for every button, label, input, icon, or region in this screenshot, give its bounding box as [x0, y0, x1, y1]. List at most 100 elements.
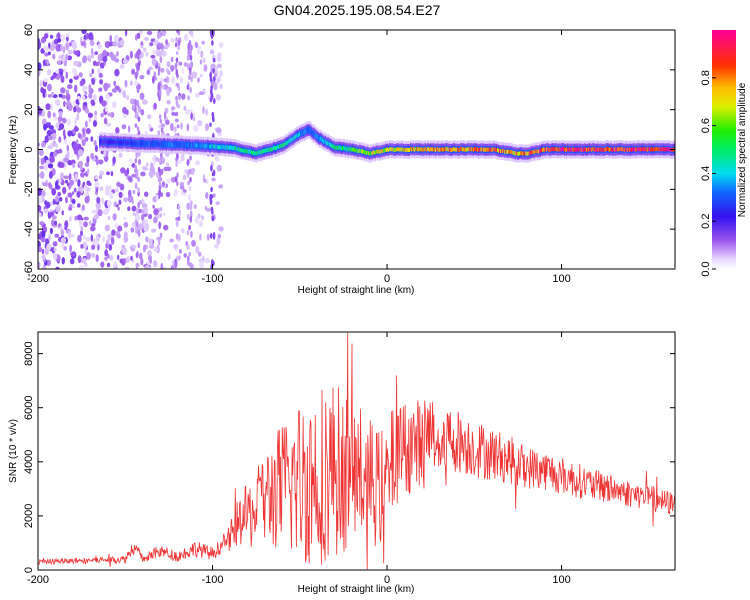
- heatmap-cell: [181, 142, 184, 147]
- heatmap-cell: [212, 117, 215, 123]
- heatmap-cell: [383, 148, 386, 153]
- heatmap-cell: [146, 141, 148, 146]
- heatmap-cell: [38, 261, 41, 269]
- heatmap-cell: [117, 254, 120, 261]
- heatmap-cell: [105, 243, 109, 249]
- heatmap-cell: [163, 224, 169, 231]
- heatmap-cell: [57, 59, 62, 65]
- heatmap-cell: [243, 148, 245, 153]
- heatmap-cell: [351, 147, 353, 152]
- heatmap-cell: [209, 49, 215, 55]
- heatmap-cell: [99, 79, 104, 85]
- heatmap-cell: [198, 143, 200, 148]
- heatmap-cell: [219, 83, 223, 90]
- heatmap-cell: [350, 147, 352, 152]
- heatmap-cell: [127, 176, 133, 182]
- heatmap-cell: [507, 149, 509, 154]
- heatmap-cell: [189, 86, 192, 94]
- heatmap-cell: [239, 148, 241, 153]
- heatmap-cell: [77, 255, 82, 264]
- heatmap-cell: [639, 147, 641, 152]
- heatmap-cell: [109, 191, 114, 200]
- heatmap-cell: [67, 50, 73, 55]
- heatmap-cell: [192, 112, 195, 120]
- heatmap-cell: [40, 161, 45, 165]
- heatmap-cell: [533, 150, 535, 155]
- heatmap-cell: [163, 111, 167, 119]
- heatmap-cell: [631, 147, 633, 152]
- heatmap-cell: [337, 145, 340, 150]
- heatmap-cell: [153, 141, 155, 146]
- heatmap-cell: [140, 171, 146, 177]
- heatmap-cell: [431, 147, 433, 152]
- heatmap-cell: [205, 123, 209, 131]
- heatmap-cell: [48, 182, 52, 189]
- heatmap-cell: [88, 92, 93, 99]
- heatmap-cell: [175, 142, 177, 147]
- heatmap-cell: [457, 147, 459, 152]
- heatmap-cell: [131, 68, 136, 75]
- heatmap-cell: [299, 131, 301, 136]
- heatmap-cell: [147, 249, 152, 257]
- heatmap-cell: [549, 148, 551, 152]
- chart-title: GN04.2025.195.08.54.E27: [274, 2, 441, 18]
- heatmap-cell: [139, 200, 142, 205]
- heatmap-cell: [503, 148, 505, 153]
- heatmap-cell: [182, 189, 187, 193]
- heatmap-cell: [303, 130, 305, 135]
- heatmap-cell: [173, 244, 177, 249]
- heatmap-cell: [117, 206, 120, 211]
- heatmap-cell: [636, 147, 638, 152]
- heatmap-cell: [174, 263, 177, 269]
- heatmap-cell: [606, 147, 609, 151]
- heatmap-cell: [140, 45, 144, 49]
- heatmap-cell: [529, 151, 531, 156]
- heatmap-cell: [175, 256, 179, 261]
- heatmap-cell: [627, 147, 630, 152]
- heatmap-cell: [209, 193, 212, 202]
- x-tick-label: -200: [27, 273, 49, 285]
- heatmap-cell: [189, 215, 193, 223]
- heatmap-cell: [131, 141, 133, 146]
- heatmap-cell: [211, 40, 214, 46]
- heatmap-cell: [101, 100, 107, 107]
- heatmap-cell: [165, 162, 170, 167]
- heatmap-cell: [610, 147, 612, 152]
- heatmap-cell: [169, 142, 171, 146]
- heatmap-cell: [159, 142, 162, 147]
- heatmap-cell: [100, 139, 102, 144]
- heatmap-cell: [252, 151, 254, 155]
- heatmap-cell: [132, 141, 134, 146]
- heatmap-cell: [106, 262, 111, 268]
- heatmap-cell: [226, 145, 229, 150]
- heatmap-cell: [409, 148, 411, 153]
- heatmap-cell: [212, 67, 215, 74]
- heatmap-cell: [57, 116, 63, 122]
- heatmap-cell: [174, 62, 178, 68]
- heatmap-cell: [117, 140, 120, 145]
- heatmap-cell: [589, 147, 591, 152]
- heatmap-cell: [63, 246, 68, 251]
- heatmap-cell: [102, 55, 108, 63]
- heatmap-cell: [69, 179, 74, 186]
- heatmap-cell: [367, 150, 369, 155]
- heatmap-cell: [54, 115, 57, 122]
- heatmap-cell: [656, 147, 658, 152]
- heatmap-cell: [394, 148, 396, 152]
- heatmap-cell: [175, 157, 178, 162]
- heatmap-cell: [197, 213, 201, 219]
- heatmap-cell: [194, 41, 199, 49]
- heatmap-cell: [622, 147, 624, 152]
- heatmap-cell: [421, 147, 423, 152]
- heatmap-cell: [615, 148, 617, 152]
- heatmap-cell: [123, 258, 126, 264]
- heatmap-cell: [495, 147, 498, 152]
- heatmap-cell: [213, 98, 216, 104]
- heatmap-cell: [282, 143, 284, 148]
- heatmap-cell: [149, 141, 151, 146]
- heatmap-cell: [570, 148, 572, 152]
- spectrogram-y-axis-label: Frequency (Hz): [8, 116, 19, 185]
- heatmap-cell: [352, 147, 354, 152]
- heatmap-cell: [107, 253, 110, 259]
- heatmap-cell: [51, 91, 55, 96]
